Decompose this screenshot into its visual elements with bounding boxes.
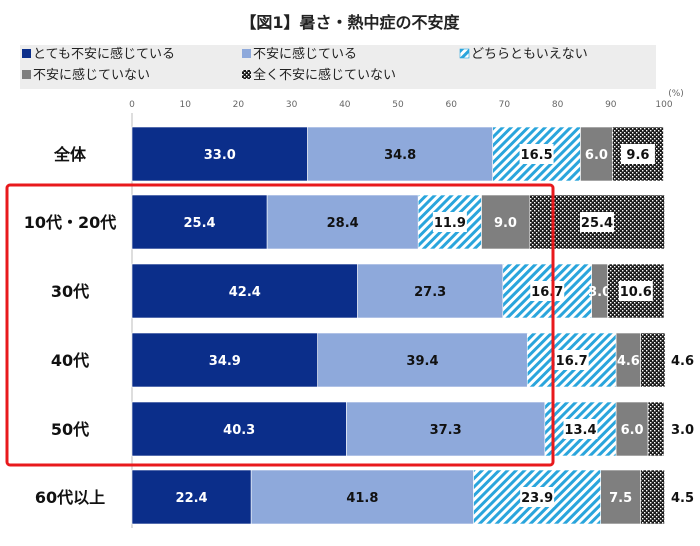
bar-segment (266, 194, 419, 250)
value-label-bg (618, 281, 653, 301)
x-tick-label: 50 (392, 100, 404, 110)
x-tick-label: 80 (552, 100, 564, 110)
x-tick-label: 100 (655, 100, 672, 110)
legend-swatch-4 (22, 70, 31, 79)
value-label: 28.4 (327, 216, 359, 231)
value-label-bg (432, 212, 467, 232)
value-label: 25.4 (581, 216, 613, 231)
legend-swatch-2 (242, 49, 251, 58)
x-tick-label: 70 (499, 100, 511, 110)
value-label-outside: 3.0 (671, 423, 694, 438)
category-label: 50代 (51, 420, 89, 439)
legend-swatch-1 (22, 49, 31, 58)
category-label: 60代以上 (35, 488, 105, 507)
bar-segment (580, 126, 613, 182)
category-label: 30代 (51, 282, 89, 301)
value-label: 42.4 (229, 285, 261, 300)
value-label: 40.3 (223, 423, 255, 438)
value-label: 3.0 (588, 285, 611, 300)
bar-segment (307, 126, 493, 182)
legend-label-5: 全く不安に感じていない (253, 67, 396, 83)
value-label: 4.6 (617, 354, 640, 369)
legend-label-1: とても不安に感じている (33, 46, 175, 62)
value-label-bg (620, 144, 655, 164)
legend-background (20, 45, 656, 89)
value-label: 22.4 (176, 491, 208, 506)
value-label-bg (563, 419, 598, 439)
value-label: 23.9 (521, 491, 553, 506)
bar-segment (481, 194, 530, 250)
bar-segment (357, 263, 504, 319)
value-label-outside: 4.6 (671, 354, 694, 369)
bar-segment (640, 332, 666, 388)
bar-segment (131, 332, 318, 388)
legend-swatch-3 (459, 48, 470, 59)
value-label-bg (554, 350, 589, 370)
bar-segment (346, 401, 546, 457)
bar-segment (615, 332, 641, 388)
x-tick-label: 60 (445, 100, 457, 110)
value-label: 41.8 (346, 491, 378, 506)
value-label: 13.4 (564, 423, 596, 438)
x-tick-label: 0 (129, 100, 135, 110)
bar-segment (317, 332, 528, 388)
value-label: 16.7 (531, 285, 563, 300)
x-tick-label: 40 (339, 100, 351, 110)
value-label: 10.6 (620, 285, 652, 300)
chart-title: 【図1】暑さ・熱中症の不安度 (240, 13, 460, 32)
highlight-box (5, 183, 555, 467)
bar-segment (600, 469, 641, 525)
x-tick-label: 20 (233, 100, 245, 110)
bar-segment (131, 263, 358, 319)
value-label: 27.3 (414, 285, 446, 300)
value-label: 37.3 (430, 423, 462, 438)
value-label: 16.5 (521, 148, 553, 163)
value-label-bg (530, 281, 565, 301)
bar-segment (615, 401, 649, 457)
bar-segment (640, 469, 665, 525)
value-label-outside: 4.5 (671, 491, 694, 506)
bar-segment (131, 126, 308, 182)
value-label: 9.0 (494, 216, 517, 231)
bar-segment (647, 401, 665, 457)
value-label: 9.6 (626, 148, 649, 163)
legend-label-3: どちらともいえない (471, 47, 588, 62)
value-label: 34.8 (384, 148, 416, 163)
bar-segment (131, 401, 347, 457)
x-axis: 0 10 20 30 40 50 60 70 80 90 100(%) (129, 89, 684, 528)
value-label: 6.0 (585, 148, 608, 163)
bars-group: 全体 33.0 34.8 16.5 6.0 9.6 10代・20代 25.4 28.4 11.9 9… (24, 126, 694, 525)
bar-segment (250, 469, 474, 525)
value-label: 6.0 (621, 423, 644, 438)
value-label: 16.7 (556, 354, 588, 369)
value-label-bg (519, 144, 554, 164)
value-label: 11.9 (434, 216, 466, 231)
value-label: 39.4 (406, 354, 438, 369)
legend-swatch-5 (242, 70, 251, 79)
value-label-bg (579, 212, 614, 232)
x-tick-label: 90 (605, 100, 617, 110)
x-tick-label: 30 (286, 100, 298, 110)
value-label: 34.9 (209, 354, 241, 369)
value-label-bg (520, 487, 555, 507)
legend-label-2: 不安に感じている (253, 46, 357, 62)
category-label: 10代・20代 (24, 213, 117, 232)
legend-label-4: 不安に感じていない (33, 67, 150, 83)
bar-segment (131, 194, 268, 250)
value-label: 25.4 (184, 216, 216, 231)
value-label: 33.0 (204, 148, 236, 163)
category-label: 全体 (53, 145, 87, 164)
value-label: 7.5 (609, 491, 632, 506)
x-tick-label: 10 (179, 100, 191, 110)
x-unit-label: (%) (668, 89, 684, 99)
category-label: 40代 (51, 351, 89, 370)
